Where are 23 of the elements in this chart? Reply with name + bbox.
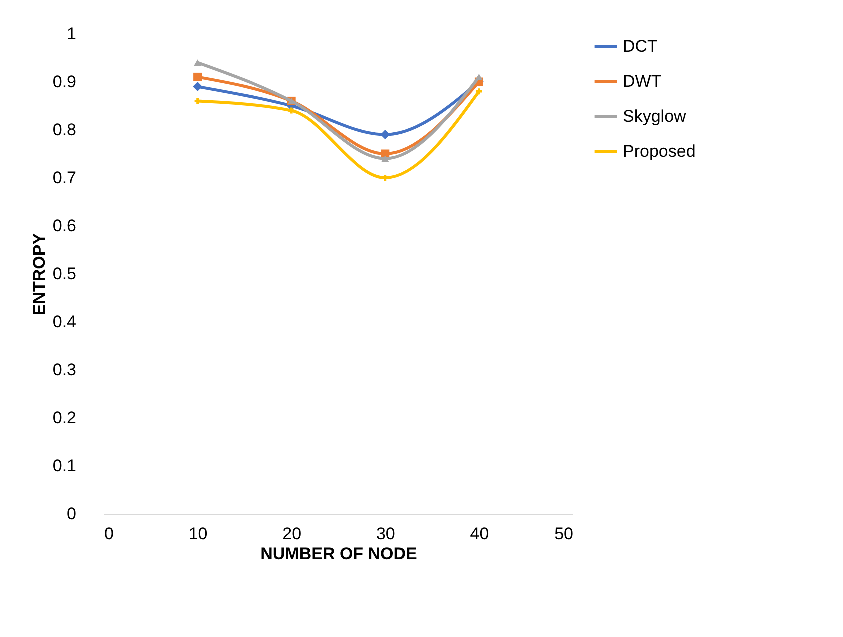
y-tick-label: 0.4	[52, 312, 76, 332]
y-tick-label: 0.8	[52, 120, 76, 140]
x-tick-label: 10	[188, 524, 208, 544]
x-axis-title: NUMBER OF NODE	[260, 544, 418, 564]
y-tick-label: 0	[67, 504, 76, 524]
legend-label: DWT	[623, 72, 662, 91]
y-tick-label: 0.6	[52, 216, 76, 236]
y-axis-title: ENTROPY	[30, 232, 49, 316]
y-tick-label: 0.1	[52, 456, 76, 476]
y-tick-label: 0.7	[52, 168, 76, 188]
y-tick-label: 0.9	[52, 72, 76, 92]
x-tick-label: 30	[376, 524, 396, 544]
y-tick-label: 0.2	[52, 408, 76, 428]
y-tick-label: 1	[67, 24, 76, 44]
y-tick-label: 0.3	[52, 360, 76, 380]
y-tick-label: 0.5	[52, 264, 76, 284]
legend-label: Skyglow	[623, 107, 688, 126]
legend-label: DCT	[623, 37, 658, 56]
x-tick-label: 0	[104, 524, 114, 544]
legend-label: Proposed	[623, 142, 696, 161]
x-tick-label: 50	[554, 524, 574, 544]
x-tick-label: 40	[470, 524, 490, 544]
x-tick-label: 20	[282, 524, 302, 544]
